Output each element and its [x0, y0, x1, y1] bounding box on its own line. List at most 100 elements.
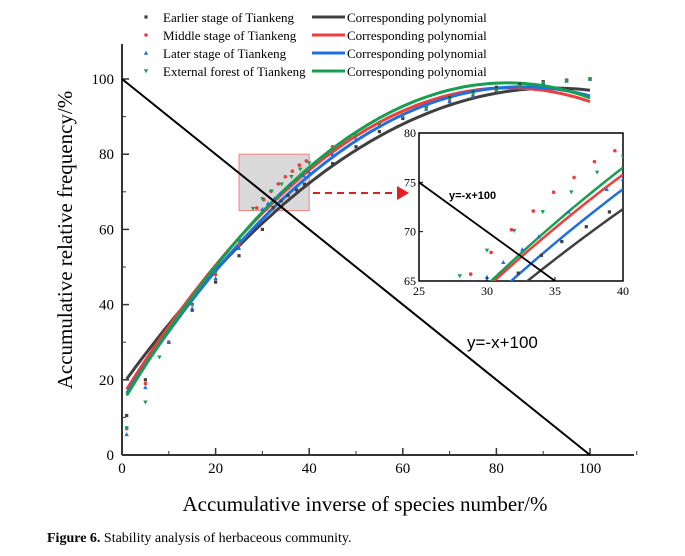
legend-item: Middle stage of Tiankeng Corresponding po…	[144, 28, 487, 43]
data-point-square	[607, 210, 611, 214]
legend-series-label: Earlier stage of Tiankeng	[163, 10, 295, 25]
data-point-triangle-down	[289, 174, 294, 179]
data-point-triangle-up	[272, 196, 277, 201]
legend-series-label: Middle stage of Tiankeng	[163, 28, 297, 43]
inset-fit-curve	[525, 208, 623, 281]
data-point-triangle-up	[143, 385, 148, 390]
y-axis-label: Accumulative relative frequency/%	[53, 91, 77, 390]
data-point-square	[125, 413, 129, 418]
reference-line-label: y=-x+100	[467, 333, 538, 352]
x-tick-label: 80	[489, 461, 504, 477]
legend-series-label: External forest of Tiankeng	[163, 64, 306, 79]
data-point-triangle-up	[124, 432, 129, 437]
data-point-triangle-up	[190, 306, 195, 311]
data-point-square	[331, 162, 335, 166]
data-point-square	[539, 253, 543, 257]
data-point-triangle-down	[517, 84, 522, 89]
data-point-triangle-up	[236, 246, 242, 250]
y-tick-label: 100	[92, 72, 115, 88]
legend-fit-label: Corresponding polynomial	[347, 10, 487, 25]
fit-curve	[125, 81, 591, 397]
data-point-triangle-down	[564, 79, 569, 84]
data-point-circle	[143, 381, 148, 386]
data-point-square	[260, 227, 264, 231]
data-point-triangle-up	[520, 247, 525, 252]
data-point-triangle-down	[307, 161, 312, 166]
data-point-triangle-down	[236, 238, 242, 243]
caption-label: Figure 6.	[47, 531, 101, 546]
data-point-triangle-up	[301, 173, 306, 178]
data-point-triangle-up	[213, 276, 218, 281]
data-point-circle	[283, 174, 288, 179]
data-point-triangle-up	[620, 177, 623, 182]
data-point-triangle-up	[353, 136, 359, 141]
inset-fit-curve	[509, 188, 623, 281]
inset-y-tick-label: 70	[404, 225, 416, 239]
inset-x-tick-label: 35	[549, 284, 561, 298]
inset-reference-label: y=-x+100	[449, 190, 496, 202]
data-point-triangle-up	[536, 234, 541, 239]
data-point-circle	[290, 169, 295, 173]
data-point-triangle-down	[377, 122, 382, 127]
inset-y-tick-label: 75	[404, 175, 416, 189]
x-tick-label: 40	[302, 461, 317, 477]
inset-y-tick-label: 80	[404, 126, 416, 140]
data-point-triangle-down	[269, 189, 274, 194]
legend-item: Earlier stage of Tiankeng Corresponding p…	[144, 10, 487, 25]
data-point-triangle-down	[213, 270, 218, 275]
figure-caption: Figure 6. Stability analysis of herbaceo…	[47, 531, 351, 547]
data-point-circle	[509, 227, 514, 232]
data-point-triangle-down	[620, 154, 623, 159]
data-point-triangle-up	[166, 340, 171, 344]
data-point-circle	[531, 209, 536, 213]
y-tick-label: 20	[99, 373, 114, 389]
data-point-triangle-down	[143, 400, 148, 405]
data-point-triangle-down	[143, 69, 149, 74]
data-point-square	[377, 130, 381, 134]
data-point-circle	[572, 175, 576, 180]
data-point-triangle-down	[400, 112, 405, 117]
data-point-square	[516, 271, 520, 275]
data-point-triangle-down	[279, 182, 284, 187]
data-point-square	[190, 308, 194, 312]
data-point-triangle-down	[540, 210, 545, 215]
inset-frame	[418, 132, 624, 282]
data-point-triangle-down	[457, 274, 462, 279]
data-point-square	[448, 96, 452, 100]
x-tick-label: 20	[208, 461, 223, 477]
data-point-circle	[592, 159, 597, 164]
y-tick-label: 40	[99, 298, 114, 314]
data-point-square	[584, 225, 588, 229]
data-point-triangle-down	[569, 190, 574, 195]
data-point-triangle-down	[353, 133, 359, 138]
data-point-triangle-up	[277, 191, 283, 196]
legend-item: External forest of Tiankeng Corresponding…	[143, 64, 487, 79]
data-point-square	[354, 145, 358, 149]
legend-fit-label: Corresponding polynomial	[347, 64, 487, 79]
data-point-triangle-down	[157, 355, 162, 360]
zoom-arrow-head	[397, 186, 409, 200]
inset-x-tick-label: 40	[617, 284, 629, 298]
data-point-square	[494, 85, 498, 89]
main-plot-area	[124, 76, 593, 437]
data-point-square	[286, 193, 290, 198]
data-point-square	[279, 199, 283, 203]
data-point-square	[214, 280, 218, 284]
data-point-triangle-down	[424, 105, 429, 110]
data-point-triangle-down	[587, 77, 593, 82]
inset-fit-curve	[489, 166, 623, 281]
x-tick-label: 100	[579, 461, 602, 477]
y-tick-label: 60	[99, 222, 114, 238]
data-point-triangle-down	[470, 92, 476, 97]
data-point-triangle-down	[298, 167, 303, 172]
reference-line	[121, 78, 591, 456]
data-point-triangle-down	[330, 146, 335, 151]
data-point-triangle-up	[484, 274, 490, 279]
data-point-square	[144, 15, 148, 19]
data-point-triangle-up	[330, 152, 335, 156]
data-point-square	[302, 182, 307, 186]
data-point-circle	[276, 182, 281, 186]
legend-fit-label: Corresponding polynomial	[347, 28, 487, 43]
x-axis-label: Accumulative inverse of species number/%	[182, 492, 547, 516]
data-point-circle	[613, 148, 617, 153]
